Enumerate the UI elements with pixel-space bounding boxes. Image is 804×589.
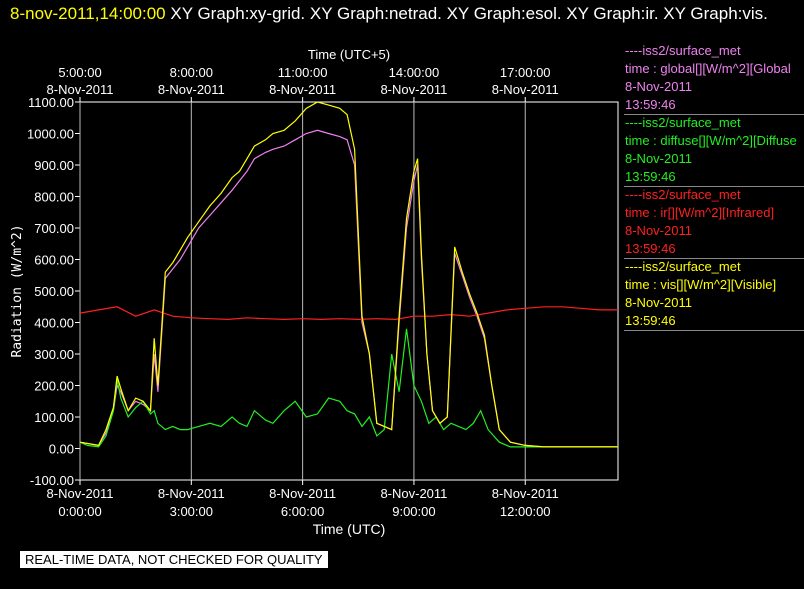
- y-tick-label: 700.00: [34, 221, 74, 236]
- x-tick-date: 8-Nov-2011: [158, 486, 225, 501]
- x-tick-time: 9:00:00: [392, 504, 435, 519]
- y-tick-label: -100.00: [30, 473, 74, 488]
- legend-field: time : vis[][W/m^2][Visible]: [625, 277, 777, 292]
- y-tick-label: 300.00: [34, 347, 74, 362]
- legend-date: 8-Nov-2011: [625, 151, 692, 166]
- x-tick-date: 8-Nov-2011: [492, 486, 559, 501]
- series-line-ir: [80, 306, 618, 321]
- legend-time: 13:59:46: [625, 241, 676, 256]
- top-tick-date: 8-Nov-2011: [269, 82, 336, 97]
- top-tick-time: 11:00:00: [278, 65, 328, 80]
- legend-separator: [624, 114, 804, 115]
- page-title: 8-nov-2011,14:00:00 XY Graph:xy-grid. XY…: [10, 3, 800, 25]
- top-axis-title: Time (UTC+5): [308, 47, 390, 62]
- y-tick-label: 500.00: [34, 284, 74, 299]
- x-tick-date: 8-Nov-2011: [269, 486, 336, 501]
- x-tick-date: 8-Nov-2011: [380, 486, 447, 501]
- legend-time: 13:59:46: [625, 97, 676, 112]
- series-line-global: [80, 129, 618, 448]
- series-line-diffuse: [80, 328, 618, 448]
- legend-separator: [624, 330, 804, 331]
- title-timestamp: 8-nov-2011,14:00:00: [10, 4, 166, 23]
- legend-date: 8-Nov-2011: [625, 295, 692, 310]
- legend-source: ----iss2/surface_met: [625, 115, 741, 130]
- y-tick-label: 200.00: [34, 379, 74, 394]
- top-tick-date: 8-Nov-2011: [47, 82, 114, 97]
- y-tick-label: 0.00: [49, 442, 74, 457]
- legend-time: 13:59:46: [625, 313, 676, 328]
- plot-frame: [79, 101, 619, 481]
- quality-disclaimer: REAL-TIME DATA, NOT CHECKED FOR QUALITY: [20, 551, 328, 568]
- y-tick-label: 800.00: [34, 190, 74, 205]
- legend-date: 8-Nov-2011: [625, 79, 692, 94]
- top-tick-time: 17:00:00: [500, 65, 551, 80]
- top-tick-date: 8-Nov-2011: [158, 82, 225, 97]
- x-tick-date: 8-Nov-2011: [47, 486, 114, 501]
- top-tick-date: 8-Nov-2011: [380, 82, 447, 97]
- legend-source: ----iss2/surface_met: [625, 43, 741, 58]
- legend-separator: [624, 258, 804, 259]
- top-tick-date: 8-Nov-2011: [492, 82, 559, 97]
- x-tick-time: 3:00:00: [170, 504, 213, 519]
- x-tick-time: 12:00:00: [500, 504, 551, 519]
- title-graph-list: XY Graph:xy-grid. XY Graph:netrad. XY Gr…: [165, 4, 768, 23]
- legend-source: ----iss2/surface_met: [625, 187, 741, 202]
- y-tick-label: 1100.00: [28, 95, 74, 110]
- legend-date: 8-Nov-2011: [625, 223, 692, 238]
- y-axis-title: Radiation (W/m^2): [10, 224, 25, 357]
- top-tick-time: 5:00:00: [58, 65, 101, 80]
- y-tick-label: 900.00: [34, 158, 74, 173]
- x-axis-title: Time (UTC): [313, 521, 386, 537]
- top-tick-time: 14:00:00: [389, 65, 440, 80]
- top-tick-time: 8:00:00: [170, 65, 213, 80]
- legend-field: time : global[][W/m^2][Global: [625, 61, 791, 76]
- legend-field: time : ir[][W/m^2][Infrared]: [625, 205, 775, 220]
- legend-source: ----iss2/surface_met: [625, 259, 741, 274]
- y-tick-label: 100.00: [34, 410, 74, 425]
- legend-time: 13:59:46: [625, 169, 676, 184]
- y-tick-label: 400.00: [34, 316, 74, 331]
- legend-separator: [624, 186, 804, 187]
- x-tick-time: 0:00:00: [58, 504, 101, 519]
- legend-field: time : diffuse[][W/m^2][Diffuse: [625, 133, 797, 148]
- y-tick-label: 600.00: [34, 253, 74, 268]
- series-line-vis: [80, 102, 618, 448]
- x-tick-time: 6:00:00: [281, 504, 324, 519]
- y-tick-label: 1000.00: [27, 127, 74, 142]
